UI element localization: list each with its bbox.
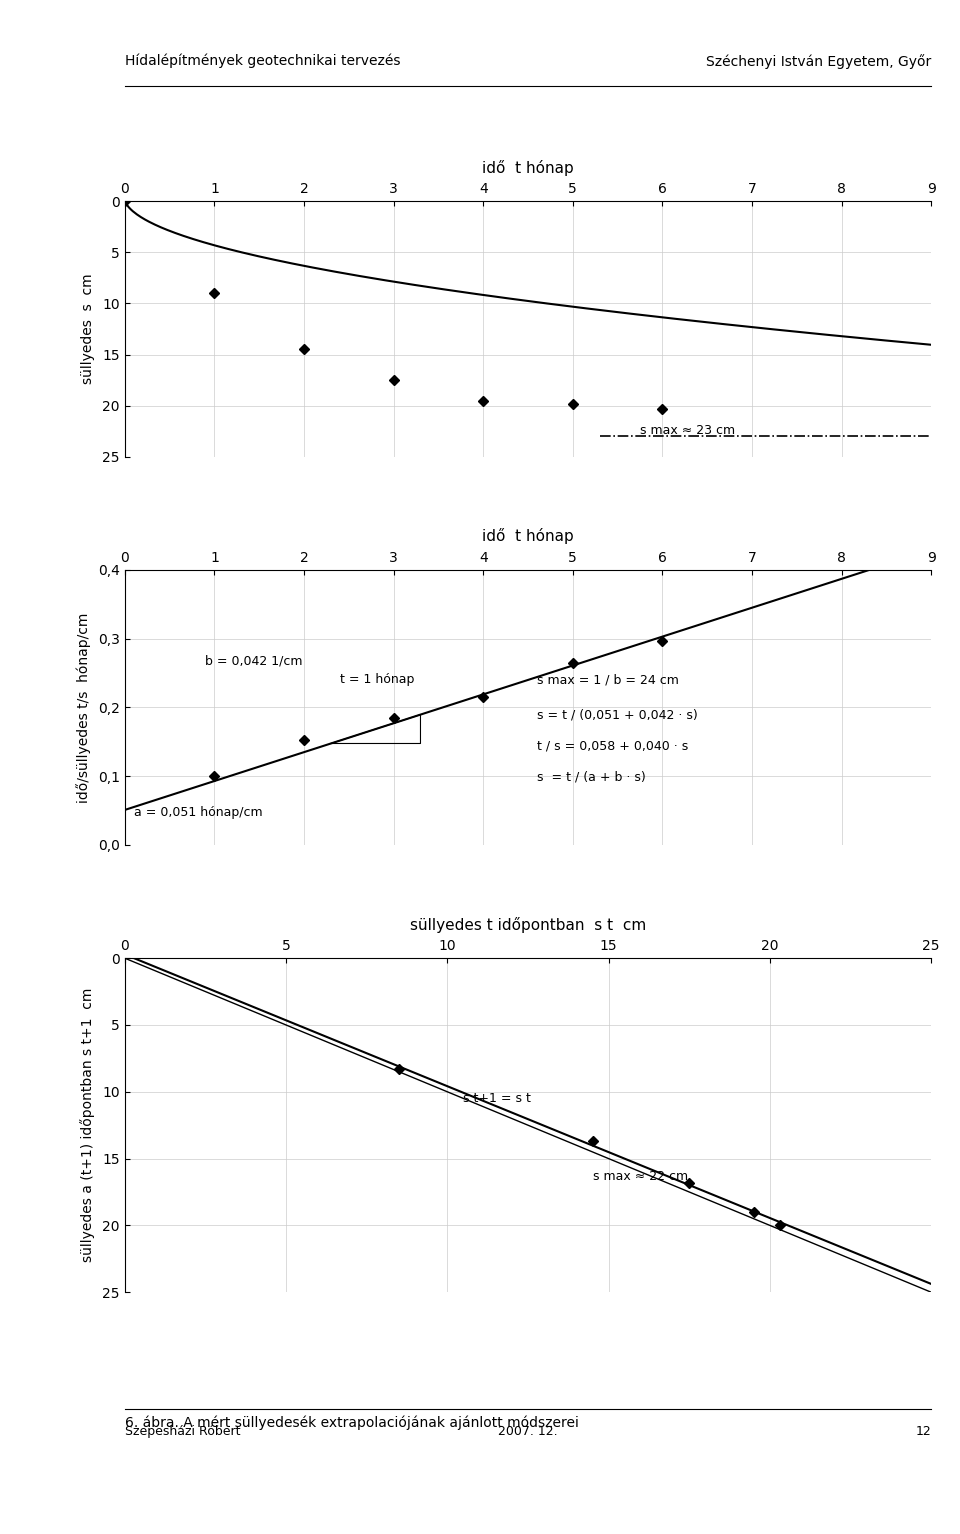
X-axis label: idő  t hónap: idő t hónap [482, 160, 574, 176]
Text: Széchenyi István Egyetem, Győr: Széchenyi István Egyetem, Győr [706, 54, 931, 69]
Text: 6. ábra. A mért süllyedesék extrapolaciójának ajánlott módszerei: 6. ábra. A mért süllyedesék extrapolació… [125, 1416, 579, 1430]
Text: Szepesházi Róbert: Szepesházi Róbert [125, 1425, 240, 1439]
Text: s max = 1 / b = 24 cm: s max = 1 / b = 24 cm [537, 673, 679, 687]
Y-axis label: idő/süllyedes t/s  hónap/cm: idő/süllyedes t/s hónap/cm [76, 612, 91, 802]
Text: s max ≈ 23 cm: s max ≈ 23 cm [640, 423, 735, 437]
Text: b = 0,042 1/cm: b = 0,042 1/cm [205, 655, 303, 667]
Text: t / s = 0,058 + 0,040 · s: t / s = 0,058 + 0,040 · s [537, 739, 688, 752]
Text: Hídalépítmények geotechnikai tervezés: Hídalépítmények geotechnikai tervezés [125, 54, 400, 67]
Text: s  = t / (a + b · s): s = t / (a + b · s) [537, 770, 646, 782]
Text: t = 1 hónap: t = 1 hónap [340, 673, 414, 686]
Text: s t+1 = s t: s t+1 = s t [464, 1092, 532, 1104]
Text: 2007. 12.: 2007. 12. [498, 1425, 558, 1439]
Text: s max ≈ 22 cm: s max ≈ 22 cm [592, 1169, 687, 1183]
Text: a = 0,051 hónap/cm: a = 0,051 hónap/cm [133, 805, 262, 819]
Text: 12: 12 [916, 1425, 931, 1439]
X-axis label: idő  t hónap: idő t hónap [482, 528, 574, 545]
Y-axis label: süllyedes a (t+1) időpontban s t+1  cm: süllyedes a (t+1) időpontban s t+1 cm [81, 988, 95, 1262]
Text: s = t / (0,051 + 0,042 · s): s = t / (0,051 + 0,042 · s) [537, 709, 698, 721]
Y-axis label: süllyedes  s  cm: süllyedes s cm [82, 273, 95, 385]
X-axis label: süllyedes t időpontban  s t  cm: süllyedes t időpontban s t cm [410, 917, 646, 933]
